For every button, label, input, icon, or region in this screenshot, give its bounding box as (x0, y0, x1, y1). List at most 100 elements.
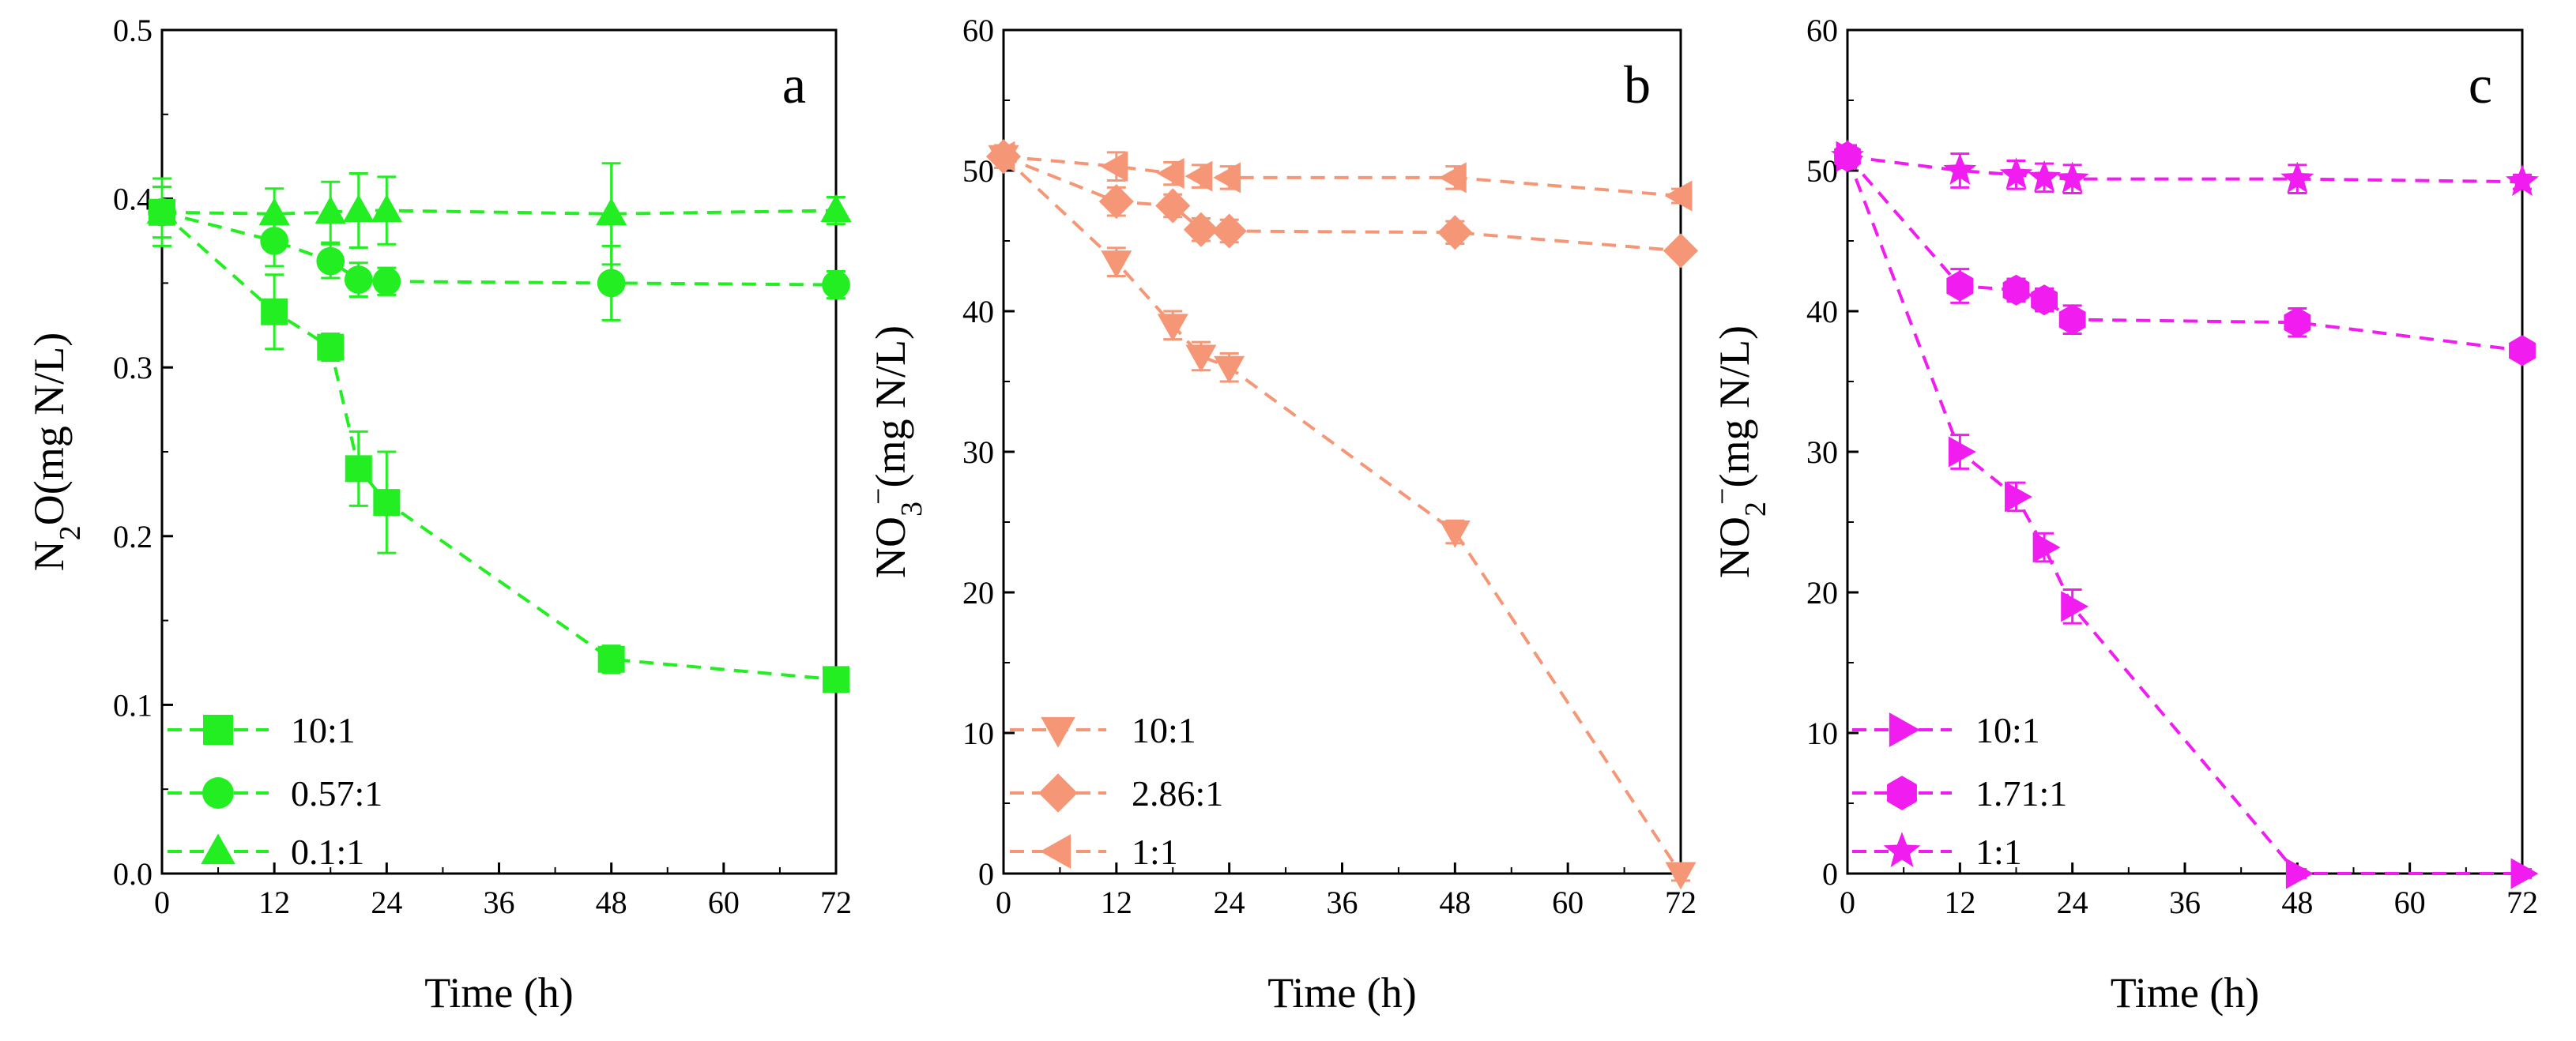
series-line (160, 211, 837, 682)
y-tick-label: 20 (962, 575, 994, 611)
x-tick-label: 24 (1214, 885, 1245, 920)
data-point (2284, 306, 2311, 338)
y-tick-label: 50 (1806, 153, 1838, 189)
legend-marker (201, 833, 235, 865)
panel-a: 0 12 24 36 48 60 72 0.0 0.1 0.2 0.3 0.4 0.5 Time (h) N… (25, 13, 852, 1017)
y-tick-label: 10 (962, 716, 994, 751)
data-point (1830, 139, 1865, 171)
y-tick-label: 20 (1806, 575, 1838, 611)
series-line (1846, 156, 2522, 875)
data-point (823, 666, 849, 693)
data-point (343, 194, 375, 223)
data-point (2002, 274, 2030, 306)
data-point (1157, 314, 1188, 342)
y-axis-title-rest: O(mg N/L) (25, 333, 73, 525)
legend-marker (1887, 776, 1917, 810)
x-tick-label: 24 (2057, 885, 2088, 920)
data-point (258, 197, 290, 226)
data-point (316, 246, 345, 276)
series-star (1830, 139, 2540, 197)
y-axis-title-subscript: 2 (54, 525, 87, 540)
series-line (161, 209, 837, 216)
y-tick-label: 40 (962, 294, 994, 329)
data-point (2509, 335, 2536, 366)
y-axis-title: NO2−(mg N/L) (1706, 325, 1772, 578)
y-tick-label: 40 (1806, 294, 1838, 329)
legend-marker (1041, 716, 1075, 748)
x-tick-label: 0 (996, 885, 1011, 920)
data-point (1100, 151, 1128, 182)
data-point (1948, 436, 1976, 468)
data-point (1213, 162, 1241, 194)
data-point (2032, 532, 2061, 563)
y-axis-title-rest: (mg N/L) (867, 325, 914, 487)
data-point (1098, 184, 1134, 220)
legend: 10:1 0.57:1 0.1:1 (168, 710, 382, 872)
data-point (1664, 180, 1693, 212)
x-tick-label: 12 (1101, 885, 1132, 920)
legend-label: 10:1 (1975, 710, 2040, 750)
x-axis-title: Time (h) (2111, 969, 2260, 1017)
data-point (2028, 160, 2062, 192)
data-point (596, 197, 627, 226)
x-tick-label: 48 (1439, 885, 1471, 920)
x-tick-label: 0 (1840, 885, 1855, 920)
y-axis-title-prefix: NO (867, 517, 914, 578)
series-triangle-down (988, 144, 1697, 890)
y-tick-label: 0 (1822, 856, 1838, 892)
y-axis-title-superscript: − (862, 488, 895, 505)
x-tick-label: 24 (371, 885, 402, 920)
panel-c: 0 12 24 36 48 60 72 0 10 20 30 40 50 60 Time (h) NO2−(m… (1706, 13, 2540, 1017)
legend-marker (1889, 712, 1920, 747)
data-point (1184, 160, 1213, 192)
series-diamond (985, 139, 1699, 269)
panel-letter: a (782, 54, 806, 115)
legend-label: 1:1 (1975, 832, 2022, 872)
x-tick-label: 60 (2394, 885, 2426, 920)
legend-label: 0.57:1 (291, 773, 382, 814)
series-line (1003, 155, 1682, 198)
x-tick-label: 72 (2506, 885, 2538, 920)
y-tick-label: 10 (1806, 716, 1838, 751)
y-tick-label: 0.0 (113, 856, 153, 892)
data-point (1437, 215, 1473, 250)
y-tick-label: 0.2 (113, 519, 153, 554)
x-tick-label: 60 (708, 885, 740, 920)
plot-frame (160, 28, 838, 875)
y-tick-label: 30 (962, 434, 994, 470)
y-tick-label: 0 (978, 856, 994, 892)
data-point (2510, 858, 2539, 889)
y-axis-title-prefix: NO (1711, 517, 1758, 578)
data-point (2285, 858, 2314, 889)
legend-label: 0.1:1 (291, 832, 364, 872)
legend-label: 1.71:1 (1975, 773, 2067, 814)
legend: 10:1 2.86:1 1:1 (1010, 710, 1223, 872)
legend-label: 10:1 (1132, 710, 1196, 750)
y-axis-title-subscript: 3 (895, 502, 928, 517)
data-point (1185, 344, 1217, 373)
series-triangle-up (146, 162, 852, 266)
panel-letter: b (1624, 54, 1651, 115)
x-tick-label: 36 (484, 885, 515, 920)
data-point (1665, 862, 1697, 890)
data-point (2061, 591, 2089, 622)
y-axis-title-subscript: 2 (1739, 502, 1772, 517)
data-point (314, 196, 346, 224)
x-tick-label: 48 (2281, 885, 2313, 920)
y-axis-title-superscript: − (1706, 488, 1739, 505)
data-point (1101, 250, 1132, 279)
data-point (1438, 162, 1467, 194)
series-triangle-right (1836, 141, 2539, 889)
data-point (260, 227, 289, 255)
legend-marker (1040, 834, 1071, 869)
y-tick-label: 0.3 (113, 350, 153, 385)
legend-label: 2.86:1 (1132, 773, 1223, 814)
data-point (1155, 188, 1191, 224)
data-point (2505, 164, 2540, 197)
x-tick-label: 12 (1944, 885, 1975, 920)
legend-marker (1038, 773, 1078, 813)
data-point (597, 269, 626, 298)
legend-marker (1883, 832, 1921, 867)
